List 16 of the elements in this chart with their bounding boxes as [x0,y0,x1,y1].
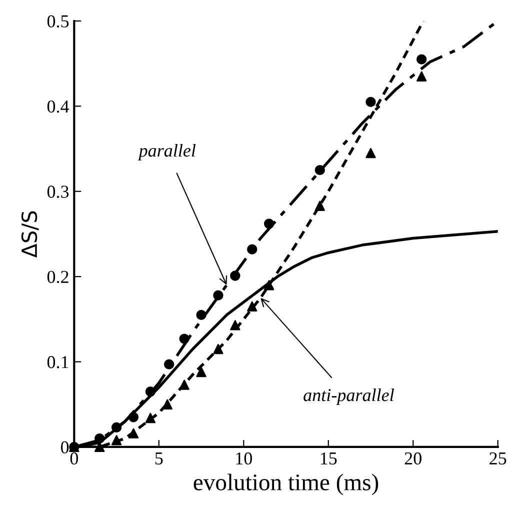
y-tick-label: 0.1 [47,356,68,368]
x-tick-label: 15 [320,452,337,465]
x-tick-label: 10 [236,452,252,465]
x-tick-label: 20 [404,452,422,465]
y-tick-label: 0.4 [47,100,70,113]
x-axis-title: evolution time (ms) [194,474,378,496]
annotation: parallel [138,144,196,160]
x-tick-label: 0 [70,452,78,465]
y-tick-label: 0.3 [47,186,69,198]
y-tick-label: 0.5 [47,15,69,28]
x-tick-label: 5 [155,452,163,465]
annotation: anti-parallel [304,388,394,405]
y-axis-title: ΔS/S [21,211,39,258]
x-tick-label: 25 [490,452,506,465]
y-tick-label: 0.2 [47,270,68,284]
y-tick-label: 0 [60,441,69,454]
